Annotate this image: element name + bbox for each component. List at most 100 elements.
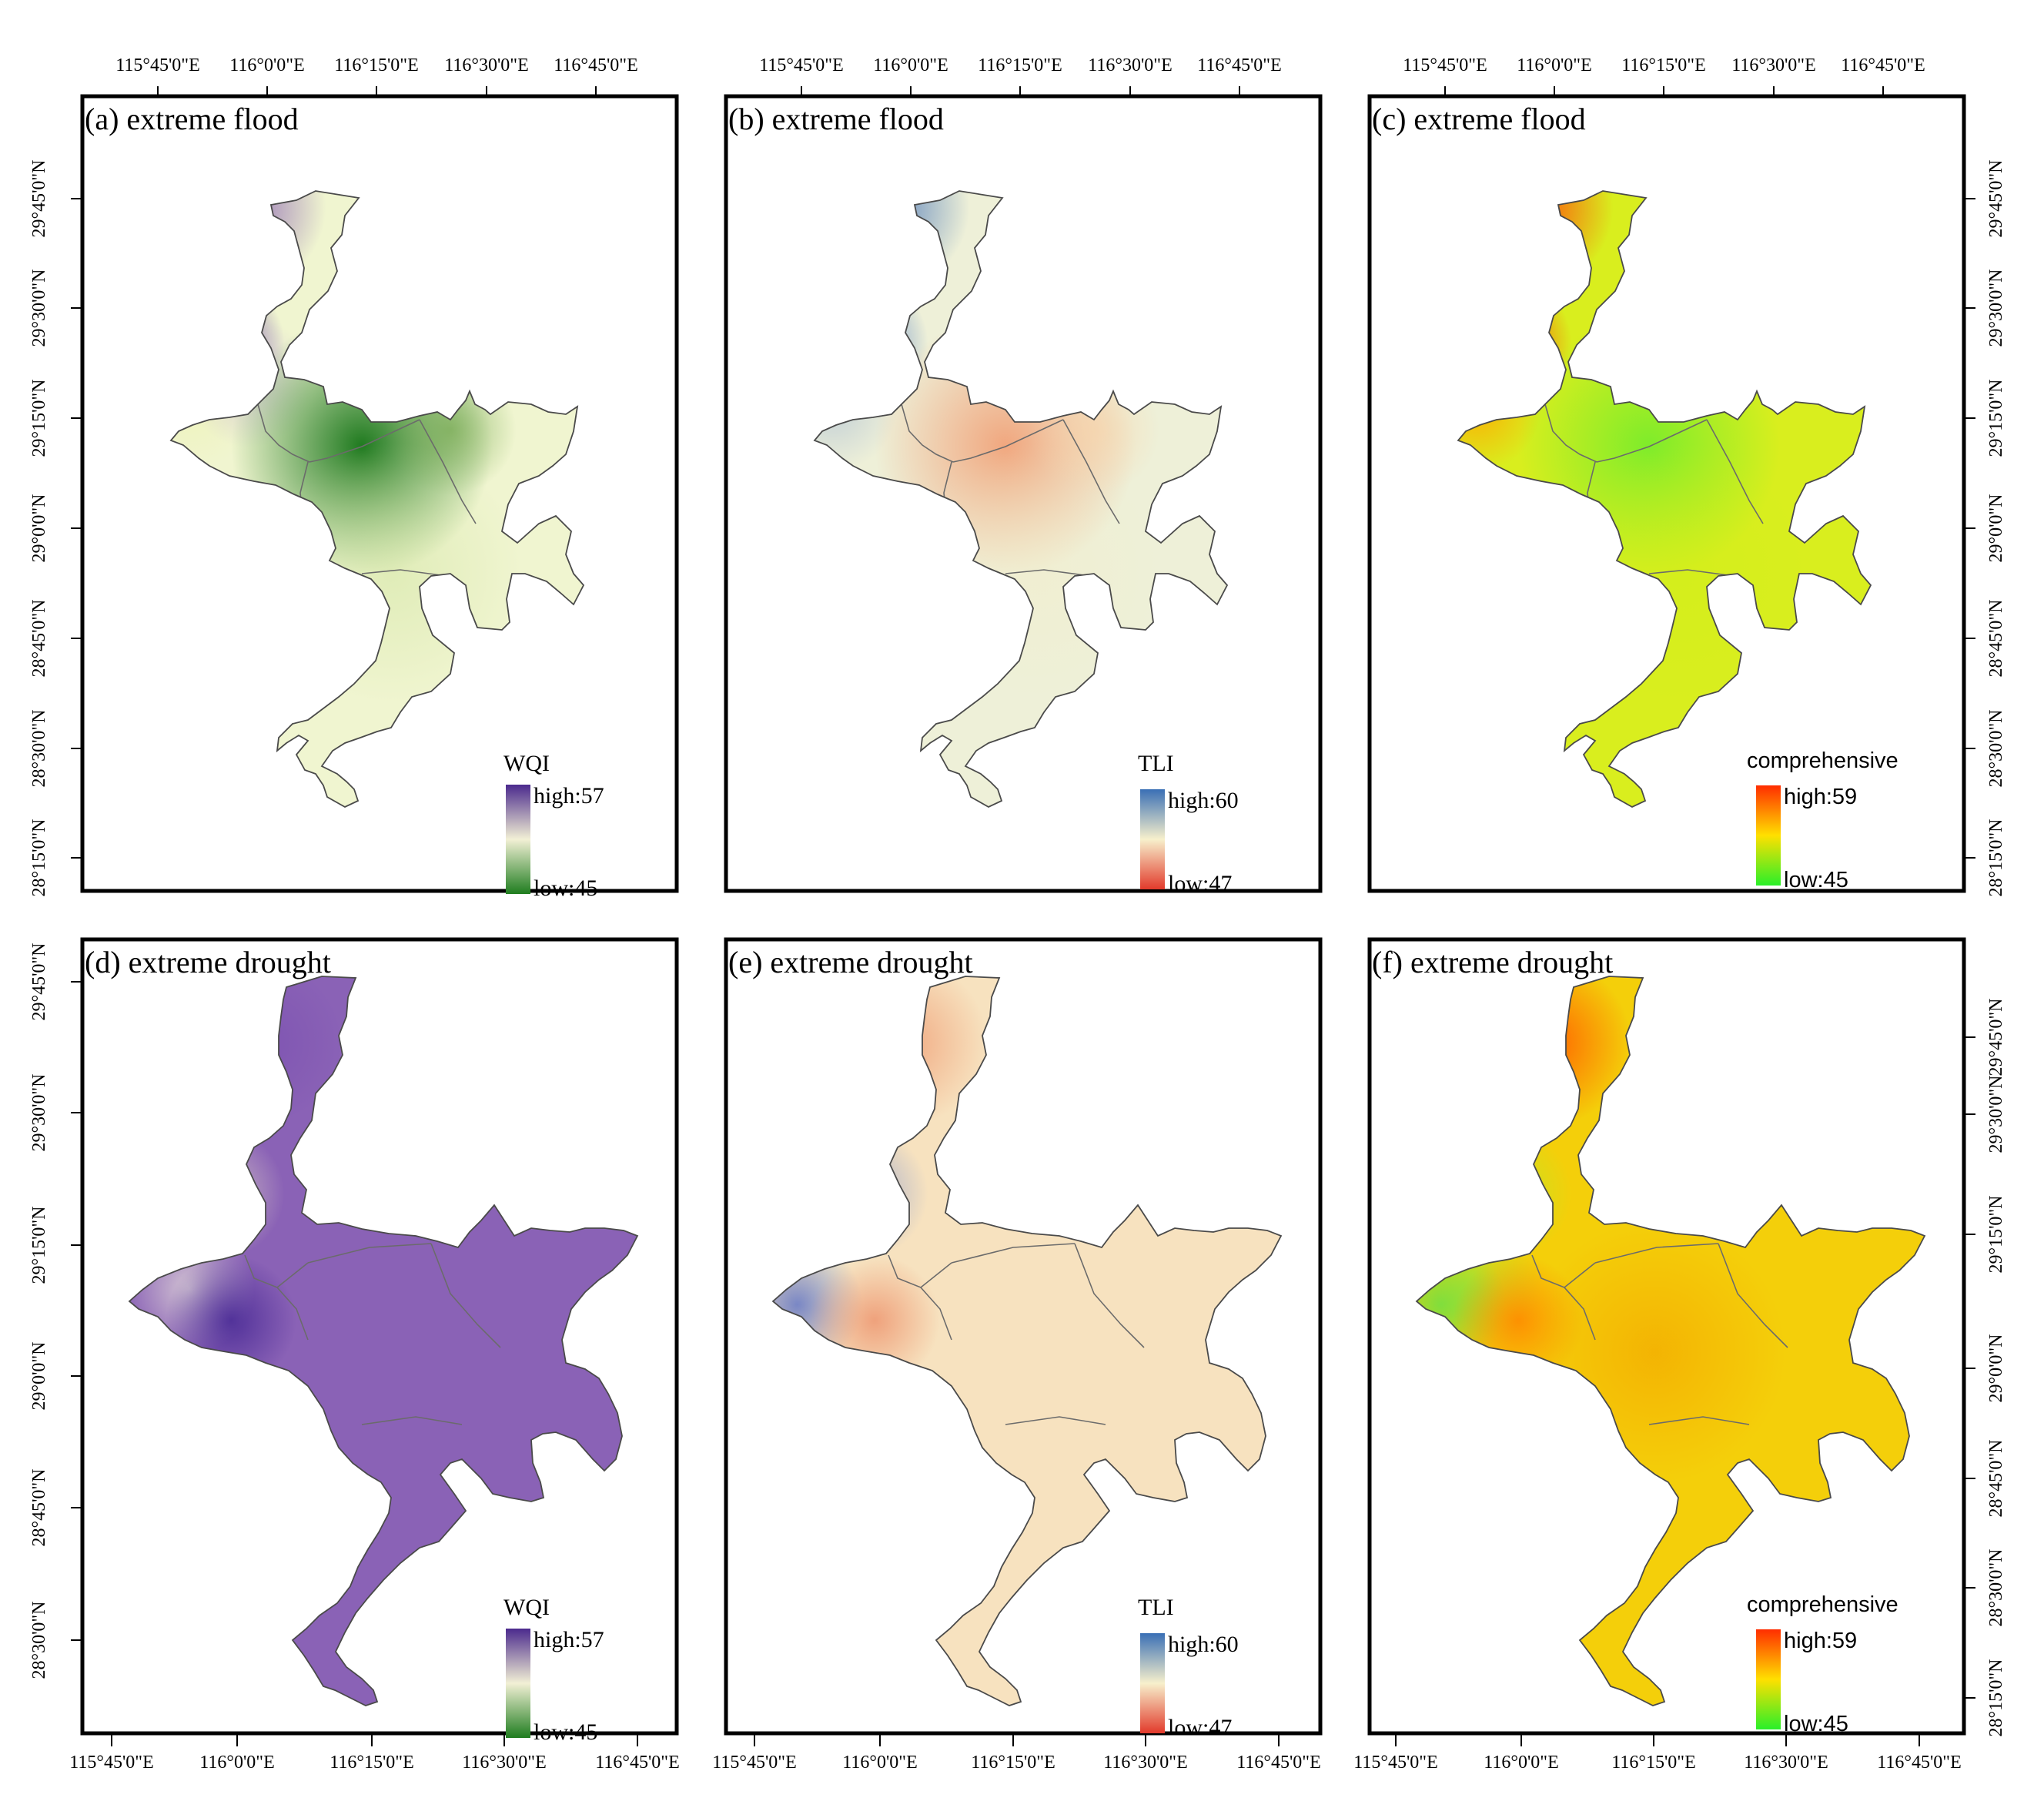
district-boundary <box>309 419 420 463</box>
legend-high-label: high:60 <box>1168 1632 1239 1657</box>
district-boundary <box>1531 1254 1596 1288</box>
district-boundary <box>430 1243 501 1348</box>
lon-tick-label: 115°45'0"E <box>759 55 844 75</box>
lake-outline <box>813 190 1229 809</box>
lat-tick-label: 29°45'0"N <box>1986 159 2006 237</box>
legend-high-label: high:60 <box>1168 788 1239 813</box>
lake-outline <box>1457 190 1872 809</box>
lat-tick-label: 28°30'0"N <box>29 709 49 787</box>
legend-high-label: high:59 <box>1784 785 1857 809</box>
district-boundary <box>1062 419 1120 524</box>
lat-tick-label: 28°30'0"N <box>29 1601 49 1679</box>
legend-low-label: low:45 <box>534 876 597 901</box>
district-boundary <box>361 569 447 577</box>
lon-tick-label: 116°45'0"E <box>595 1753 680 1773</box>
lake-outline <box>128 976 639 1706</box>
district-boundary <box>901 403 954 463</box>
lon-tick-label: 116°45'0"E <box>1236 1753 1321 1773</box>
legend-title: WQI <box>503 751 550 776</box>
panel-title: (f) extreme drought <box>1372 945 1613 979</box>
district-boundary <box>1564 1287 1596 1341</box>
lat-tick-label: 29°45'0"N <box>29 942 49 1020</box>
lon-tick-label: 116°30'0"E <box>1103 1753 1188 1773</box>
panel-d: (d) extreme drought WQI high:57 low:45 <box>80 937 679 1745</box>
lat-tick-label: 28°45'0"N <box>29 1468 49 1546</box>
lat-tick-label: 29°0'0"N <box>1986 494 2006 562</box>
graticule-labels: 115°45'0"E 116°0'0"E 116°15'0"E 116°30'0"E 1… <box>29 55 2006 1773</box>
lon-tick-label: 115°45'0"E <box>1403 55 1487 75</box>
lat-tick-label: 29°15'0"N <box>1986 379 2006 457</box>
lon-tick-label: 116°0'0"E <box>873 55 948 75</box>
lat-tick-label: 29°15'0"N <box>1986 1195 2006 1273</box>
legend-low-label: low:47 <box>1168 1715 1232 1740</box>
lake-outline <box>771 976 1283 1706</box>
panel-e: (e) extreme drought TLI high:60 low:47 <box>724 937 1323 1740</box>
panel-title: (c) extreme flood <box>1372 102 1586 136</box>
district-boundary <box>244 1254 309 1288</box>
lon-tick-label: 116°0'0"E <box>199 1753 275 1773</box>
legend-low-label: low:45 <box>534 1719 597 1745</box>
legend-high-label: high:57 <box>534 783 604 809</box>
district-boundary <box>1005 569 1091 577</box>
district-boundary <box>1706 419 1764 524</box>
lon-tick-label: 116°15'0"E <box>330 1753 414 1773</box>
lon-tick-label: 116°30'0"E <box>1744 1753 1828 1773</box>
legend-color-ramp <box>506 785 530 894</box>
legend-high-label: high:59 <box>1784 1629 1857 1653</box>
district-boundary <box>276 1287 309 1341</box>
lon-tick-label: 116°15'0"E <box>971 1753 1055 1773</box>
legend-title: comprehensive <box>1747 1592 1898 1617</box>
lat-tick-label: 29°45'0"N <box>1986 998 2006 1076</box>
panel-title: (e) extreme drought <box>728 945 973 979</box>
district-boundary <box>1596 419 1708 463</box>
lon-tick-label: 116°30'0"E <box>462 1753 547 1773</box>
district-boundary <box>952 419 1064 463</box>
legend-title: TLI <box>1138 1595 1174 1620</box>
legend-color-ramp <box>1140 789 1165 889</box>
panel-c: (c) extreme flood comprehensive high:59 low… <box>1367 94 1966 893</box>
legend-color-ramp <box>1140 1633 1165 1733</box>
legend: comprehensive high:59 low:45 <box>1747 748 1898 892</box>
lat-tick-label: 28°45'0"N <box>1986 599 2006 677</box>
legend-low-label: low:45 <box>1784 868 1848 892</box>
panel-b: (b) extreme flood TLI high:60 low:47 <box>724 94 1323 896</box>
lon-tick-label: 116°30'0"E <box>444 55 529 75</box>
lon-tick-label: 116°45'0"E <box>1877 1753 1962 1773</box>
lat-tick-label: 29°0'0"N <box>29 494 49 562</box>
legend-color-ramp <box>506 1629 530 1738</box>
lon-tick-label: 116°45'0"E <box>1841 55 1925 75</box>
lat-tick-label: 28°15'0"N <box>1986 819 2006 896</box>
legend-title: TLI <box>1138 751 1174 776</box>
legend-title: comprehensive <box>1747 748 1898 773</box>
lon-tick-label: 116°30'0"E <box>1088 55 1173 75</box>
legend-color-ramp <box>1756 1629 1781 1729</box>
district-boundary <box>307 1243 432 1264</box>
lat-tick-label: 29°15'0"N <box>29 1206 49 1284</box>
lon-tick-label: 115°45'0"E <box>69 1753 154 1773</box>
legend: TLI high:60 low:47 <box>1138 751 1239 896</box>
lon-tick-label: 116°30'0"E <box>1731 55 1816 75</box>
district-boundary <box>419 419 477 524</box>
lat-tick-label: 28°45'0"N <box>29 599 49 677</box>
district-boundary <box>361 1416 463 1425</box>
lat-tick-label: 28°30'0"N <box>1986 1548 2006 1626</box>
legend-low-label: low:47 <box>1168 871 1232 896</box>
lat-tick-label: 29°0'0"N <box>1986 1334 2006 1402</box>
legend: comprehensive high:59 low:45 <box>1747 1592 1898 1736</box>
lake-outline <box>1415 976 1926 1706</box>
district-boundary <box>1544 403 1597 463</box>
panel-f: (f) extreme drought comprehensive high:59 l… <box>1367 937 1966 1736</box>
district-boundary <box>257 403 310 463</box>
panel-title: (b) extreme flood <box>728 102 944 136</box>
lat-tick-label: 28°15'0"N <box>1986 1659 2006 1736</box>
lat-tick-label: 29°0'0"N <box>29 1341 49 1410</box>
lat-tick-label: 28°15'0"N <box>29 819 49 896</box>
legend: TLI high:60 low:47 <box>1138 1595 1239 1740</box>
legend-color-ramp <box>1756 785 1781 886</box>
lon-tick-label: 116°15'0"E <box>978 55 1062 75</box>
lon-tick-label: 115°45'0"E <box>115 55 200 75</box>
district-boundary <box>1074 1243 1145 1348</box>
lon-tick-label: 116°0'0"E <box>1517 55 1592 75</box>
lat-tick-label: 29°30'0"N <box>29 269 49 347</box>
